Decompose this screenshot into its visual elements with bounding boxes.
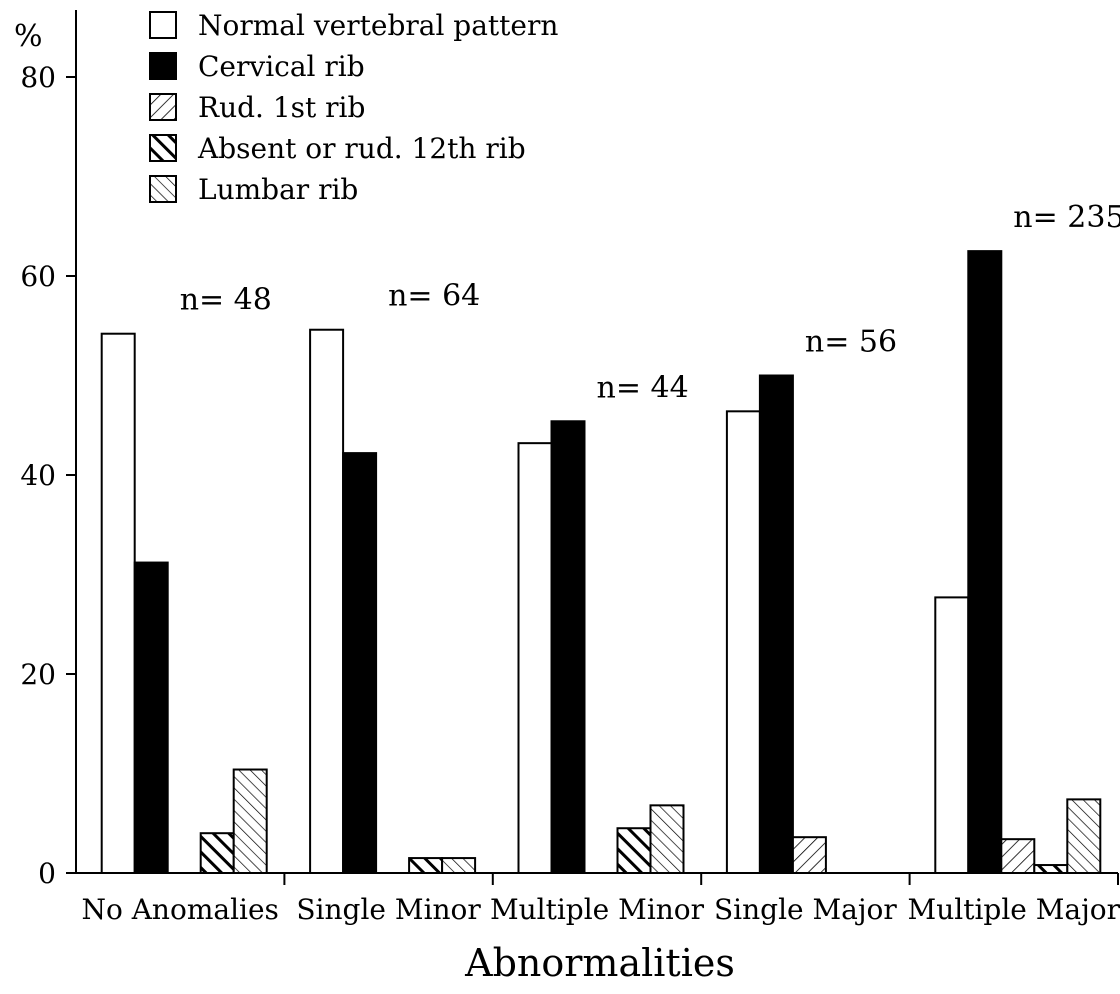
bar [232,768,268,875]
x-tick-label: No Anomalies [81,893,278,926]
bar [1066,798,1102,874]
y-axis-ticks: 0 20 40 60 80 [20,61,76,890]
bar [1033,864,1069,874]
legend: Normal vertebral pattern Cervical rib Rud.… [149,9,558,206]
group-n-label: n= 235 [1013,200,1120,235]
bar [133,561,169,874]
x-axis-ticks: No Anomalies Single Minor Multiple Minor Si… [81,873,1120,926]
group-n-label: n= 44 [597,370,689,405]
y-tick-label: 20 [20,658,56,691]
y-axis-label: % [14,19,43,54]
legend-label: Rud. 1st rib [198,91,365,124]
bar [616,827,652,874]
bar [309,328,345,875]
legend-label: Normal vertebral pattern [198,9,558,42]
bars [100,250,1102,875]
x-tick-label: Single Minor [296,893,481,926]
y-tick-label: 0 [38,857,56,890]
bar [791,836,827,874]
group-n-label: n= 64 [388,279,480,314]
legend-swatch [149,52,177,80]
legend-swatch [149,11,177,39]
bar [342,452,378,874]
legend-swatch [149,175,177,203]
x-tick-label: Multiple Major [908,893,1120,926]
x-tick-label: Single Major [714,893,897,926]
legend-label: Cervical rib [198,50,365,83]
group-n-label: n= 56 [805,325,897,360]
x-axis-label: Abnormalities [464,941,735,985]
x-tick-label: Multiple Minor [490,893,705,926]
bar [100,332,136,874]
bar [725,410,761,874]
bar [758,374,794,874]
y-tick-label: 40 [20,459,56,492]
group-n-label: n= 48 [180,283,272,318]
bar [649,804,685,875]
legend-swatch [149,134,177,162]
bar [967,250,1003,874]
bar [550,420,586,874]
bar [517,442,553,874]
y-tick-label: 80 [20,61,56,94]
y-tick-label: 60 [20,260,56,293]
bar [199,832,235,875]
legend-label: Lumbar rib [198,173,358,206]
group-labels: n= 48 n= 64 n= 44 n= 56 n= 235 [180,200,1120,405]
legend-swatch [149,93,177,121]
legend-label: Absent or rud. 12th rib [197,132,526,165]
bar [1000,838,1036,874]
bar [441,857,477,875]
bar [408,857,444,875]
bar [934,596,970,874]
